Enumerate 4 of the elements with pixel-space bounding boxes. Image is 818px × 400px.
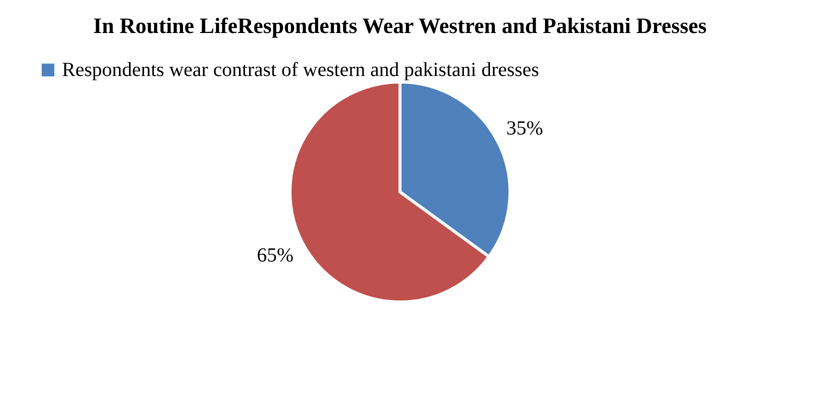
legend-label: Respondents wear contrast of western and pakistani dresses — [62, 59, 540, 81]
data-label: 35% — [506, 117, 544, 140]
chart-title: In Routine LifeRespondents Wear Westren and Pakistani Dresses — [93, 13, 708, 38]
data-label: 65% — [256, 244, 294, 267]
